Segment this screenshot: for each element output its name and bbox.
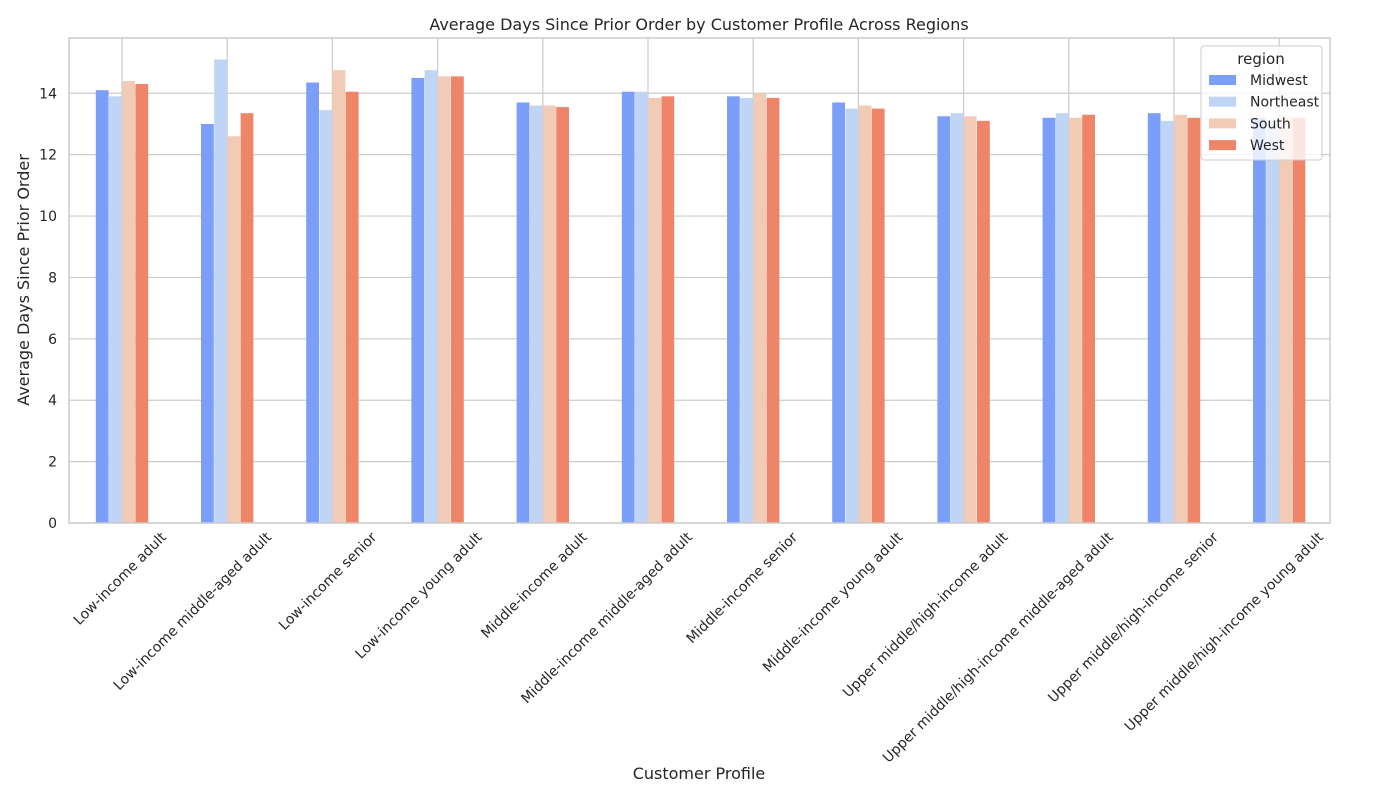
- x-tick-label: Upper middle/high-income adult: [840, 529, 1012, 701]
- bar: [122, 80, 135, 524]
- bar: [227, 136, 241, 523]
- y-tick-label: 12: [39, 148, 57, 164]
- bar: [556, 107, 569, 523]
- bar: [740, 97, 753, 523]
- bar: [332, 70, 346, 523]
- bar: [345, 91, 359, 523]
- legend-swatch: [1209, 75, 1236, 85]
- bar: [1174, 114, 1187, 523]
- bar: [621, 91, 635, 523]
- legend-swatch: [1209, 140, 1236, 151]
- x-tick-label: Middle-income middle-aged adult: [518, 529, 696, 707]
- x-tick-label: Middle-income adult: [478, 529, 591, 642]
- legend-entry: South: [1250, 116, 1291, 132]
- bar: [1082, 114, 1095, 523]
- bar: [240, 113, 254, 524]
- y-tick-label: 0: [48, 516, 57, 532]
- bar: [937, 116, 951, 523]
- x-tick-label: Upper middle/high-income young adult: [1122, 529, 1328, 735]
- bar: [451, 76, 464, 524]
- bar: [858, 105, 872, 523]
- bar: [1161, 120, 1174, 523]
- grid: [69, 38, 1330, 524]
- bar: [529, 105, 543, 523]
- bar: [950, 113, 964, 524]
- bar: [845, 108, 859, 524]
- bar: [1147, 113, 1161, 524]
- x-tick-label: Upper middle/high-income middle-aged adu…: [880, 529, 1117, 766]
- y-axis-ticks: 0 2 4 6 8 10 12 14: [39, 86, 57, 532]
- legend-swatch: [1209, 96, 1236, 107]
- bar: [635, 91, 648, 523]
- legend-entry: Midwest: [1250, 73, 1308, 89]
- bar: [424, 70, 438, 523]
- bar: [1266, 120, 1279, 523]
- legend-entry: West: [1250, 138, 1285, 154]
- legend-box: [1200, 45, 1323, 161]
- bar: [871, 108, 885, 524]
- bar: [1292, 117, 1306, 524]
- bar: [1187, 117, 1201, 524]
- chart-title: Average Days Since Prior Order by Custom…: [429, 15, 968, 34]
- bar: [109, 96, 122, 523]
- legend-entry: Northeast: [1250, 95, 1320, 111]
- legend-swatch: [1209, 118, 1236, 129]
- x-tick-label: Middle-income senior: [684, 529, 802, 647]
- bar: [201, 123, 214, 523]
- bar: [1279, 116, 1293, 523]
- bar: [661, 96, 675, 523]
- y-axis-label: Average Days Since Prior Order: [14, 154, 33, 406]
- y-tick-label: 8: [48, 270, 57, 286]
- bar: [727, 96, 740, 523]
- bar: [1069, 117, 1082, 524]
- y-tick-label: 6: [48, 332, 57, 348]
- bar: [753, 93, 767, 523]
- bar: [1055, 113, 1069, 524]
- x-tick-label: Low-income adult: [71, 529, 170, 628]
- bar: [437, 76, 451, 524]
- y-tick-label: 2: [48, 455, 57, 471]
- bar: [977, 120, 990, 523]
- x-tick-label: Low-income senior: [276, 529, 380, 633]
- y-tick-label: 4: [48, 393, 57, 409]
- legend: region Midwest Northeast South West: [1200, 45, 1323, 161]
- x-tick-label: Low-income young adult: [352, 529, 485, 662]
- legend-title: region: [1237, 50, 1284, 68]
- bar: [95, 90, 109, 524]
- bar: [516, 102, 530, 523]
- bar: [766, 97, 780, 523]
- y-tick-label: 14: [39, 86, 57, 102]
- bar: [1042, 117, 1056, 524]
- y-tick-label: 10: [39, 209, 57, 225]
- bar: [543, 105, 556, 523]
- bar: [1253, 117, 1266, 524]
- x-tick-label: Upper middle/high-income senior: [1045, 529, 1222, 706]
- bar: [319, 110, 333, 523]
- x-axis-label: Customer Profile: [633, 764, 766, 783]
- bar: [411, 77, 425, 523]
- bar: [648, 97, 661, 523]
- bar: [135, 84, 149, 523]
- plot-frame: [68, 37, 1331, 524]
- bar: [963, 116, 977, 523]
- bar: [832, 102, 845, 523]
- bars: [95, 59, 1306, 524]
- bar: [214, 59, 227, 524]
- bar: [306, 82, 319, 523]
